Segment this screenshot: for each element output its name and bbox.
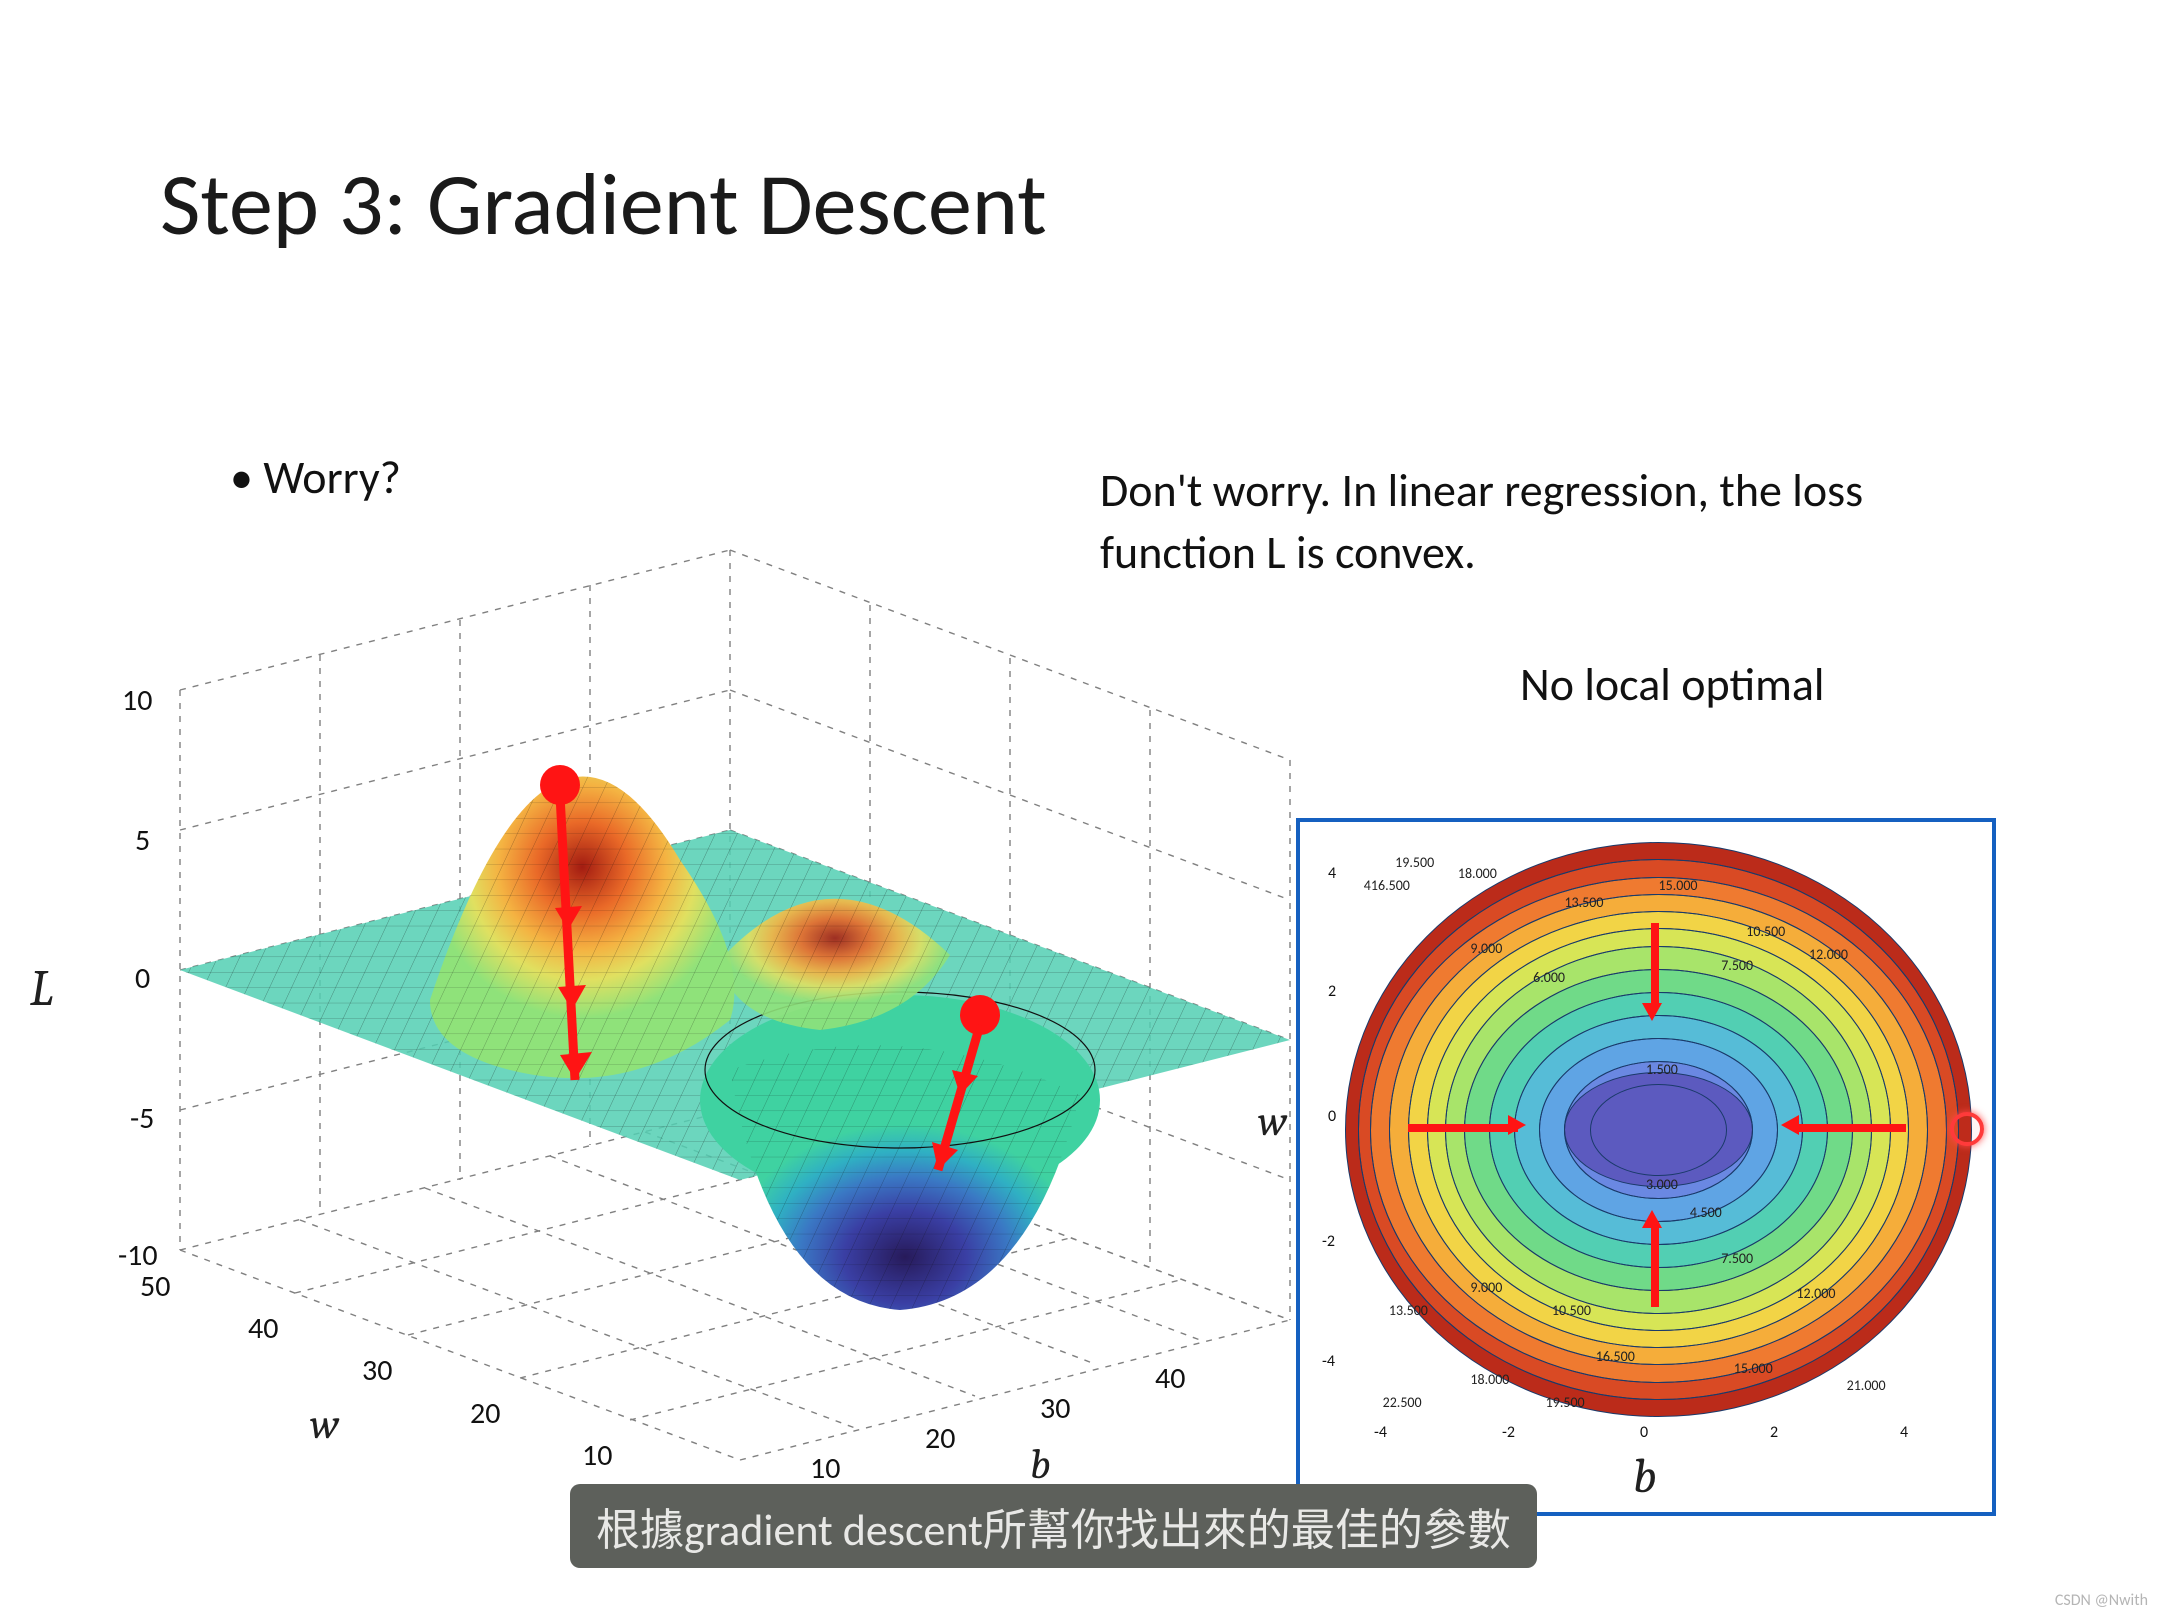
z-axis-label: L (30, 960, 54, 1018)
slide-title: Step 3: Gradient Descent (160, 150, 1047, 258)
b-tick-2c: 2 (1770, 1423, 1778, 1442)
lvl-3: 3.000 (1646, 1176, 1678, 1193)
w-tick--4: -4 (1322, 1352, 1335, 1371)
b-tick-20: 20 (925, 1420, 955, 1457)
lvl-9: 9.000 (1470, 940, 1502, 957)
z-tick-10: 10 (122, 682, 152, 719)
arrow-right (1796, 1124, 1906, 1132)
lvl-13.5: 13.500 (1564, 894, 1603, 911)
b-tick-30: 30 (1040, 1390, 1070, 1427)
z-tick-0: 0 (135, 960, 150, 997)
contour-w-label: w (1258, 1097, 1287, 1146)
w-tick-40: 40 (248, 1310, 278, 1347)
contour-plot: 1.500 3.000 4.500 6.000 7.500 9.000 10.5… (1296, 818, 1996, 1516)
b-axis-label: b (1030, 1440, 1051, 1489)
w-tick-30: 30 (362, 1352, 392, 1389)
surface-svg (30, 510, 1330, 1530)
text-no-local: No local optimal (1520, 657, 1824, 713)
w-tick-2: 2 (1328, 982, 1336, 1001)
lvl-21: 21.000 (1847, 1377, 1886, 1394)
lvl-7.5: 7.500 (1721, 957, 1753, 974)
lvl-12: 12.000 (1809, 946, 1848, 963)
w-tick-50: 50 (140, 1268, 170, 1305)
start-point-marker (1950, 1112, 1984, 1146)
b-tick-40: 40 (1155, 1360, 1185, 1397)
b-tick-0c: 0 (1640, 1423, 1648, 1442)
b-tick--4: -4 (1374, 1423, 1387, 1442)
w-tick-4: 4 (1328, 864, 1336, 883)
w-tick-20: 20 (470, 1395, 500, 1432)
lvl-18: 18.000 (1458, 865, 1497, 882)
w-tick-10: 10 (582, 1437, 612, 1474)
subtitle-caption: 根據gradient descent所幫你找出來的最佳的參數 (570, 1484, 1537, 1568)
lvl-22.5: 22.500 (1383, 1394, 1422, 1411)
surface-well (700, 992, 1100, 1310)
b-tick-10: 10 (810, 1450, 840, 1487)
lvl-10.5: 10.500 (1746, 923, 1785, 940)
lvl-19.5: 19.500 (1395, 854, 1434, 871)
z-tick-5: 5 (135, 822, 150, 859)
arrow-left (1408, 1124, 1518, 1132)
lvl-6: 6.000 (1533, 969, 1565, 986)
surface-plot-3d: L 10 5 0 -5 -10 50 40 30 20 10 w 10 20 3… (30, 510, 1330, 1530)
lvl-16.5: 16.500 (1596, 1348, 1635, 1365)
watermark: CSDN @Nwith (2055, 1591, 2148, 1610)
contour-canvas: 1.500 3.000 4.500 6.000 7.500 9.000 10.5… (1345, 842, 1972, 1417)
w-tick--2: -2 (1322, 1232, 1335, 1251)
b-tick-4c: 4 (1900, 1423, 1908, 1442)
lvl-4.5: 4.500 (1690, 1204, 1722, 1221)
bullet-worry: Worry? (230, 450, 401, 506)
lvl-15: 15.000 (1659, 877, 1698, 894)
w-tick-0: 0 (1328, 1107, 1336, 1126)
contour-b-label: b (1633, 1449, 1657, 1504)
w-axis-label: w (310, 1400, 339, 1449)
arrow-top (1651, 923, 1659, 1008)
z-tick--5: -5 (130, 1100, 154, 1137)
lvl-1.5: 1.500 (1646, 1061, 1678, 1078)
b-tick--2: -2 (1502, 1423, 1515, 1442)
arrow-bottom (1651, 1222, 1659, 1307)
